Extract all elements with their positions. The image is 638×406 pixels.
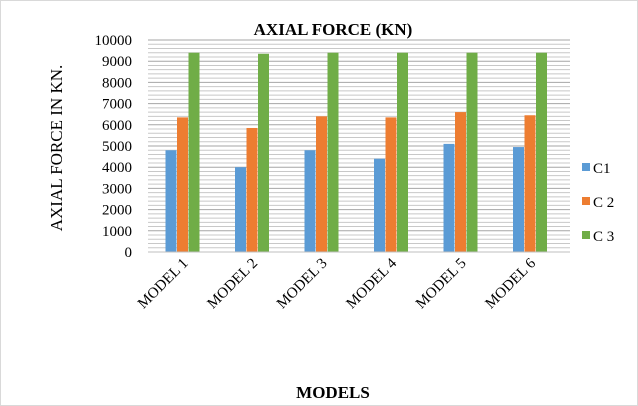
- bar: [235, 167, 246, 252]
- bar: [374, 158, 385, 252]
- bar: [513, 147, 524, 252]
- x-tick-label: MODEL 2: [204, 256, 261, 313]
- gridlines: [148, 39, 570, 253]
- legend-swatch: [582, 231, 590, 239]
- y-tick-label: 10000: [95, 33, 133, 49]
- bar: [177, 117, 188, 252]
- y-tick-label: 0: [125, 245, 133, 261]
- y-tick-label: 6000: [102, 118, 132, 134]
- legend-label: C1: [593, 161, 611, 177]
- y-tick-label: 5000: [102, 139, 132, 155]
- x-tick-label: MODEL 3: [274, 256, 331, 313]
- legend-label: C 2: [593, 195, 614, 211]
- x-axis-title: MODELS: [296, 383, 370, 402]
- bar: [466, 52, 478, 252]
- x-tick-labels: MODEL 1 MODEL 2 MODEL 3 MODEL 4 MODEL 5 MODEL…: [135, 255, 539, 312]
- bars: [165, 52, 547, 252]
- y-tick-label: 3000: [102, 181, 132, 197]
- bar: [385, 117, 397, 252]
- bar: [316, 116, 327, 252]
- x-tick-label: MODEL 6: [482, 255, 539, 312]
- y-tick-labels: 0 1000 2000 3000 4000 5000 6000 7000 8000 9000 100…: [95, 33, 133, 261]
- bar: [536, 52, 547, 252]
- bar: [258, 53, 269, 252]
- y-tick-label: 9000: [102, 54, 132, 70]
- legend-swatch: [582, 163, 590, 171]
- bar: [443, 143, 455, 252]
- bar: [188, 52, 200, 252]
- legend-swatch: [582, 197, 590, 205]
- bar: [304, 150, 316, 252]
- legend: C1 C 2 C 3: [582, 161, 614, 245]
- x-tick-label: MODEL 4: [343, 255, 400, 312]
- chart-title: AXIAL FORCE (KN): [254, 20, 413, 39]
- y-tick-label: 2000: [102, 203, 132, 219]
- bar: [246, 127, 258, 252]
- legend-label: C 3: [593, 229, 614, 245]
- y-axis-title: AXIAL FORCE IN KN.: [47, 65, 66, 232]
- y-tick-label: 4000: [102, 160, 132, 176]
- y-tick-label: 1000: [102, 224, 132, 240]
- bar: [455, 112, 466, 252]
- bar: [165, 150, 177, 252]
- bar: [327, 52, 339, 252]
- bar: [524, 115, 536, 252]
- y-tick-label: 7000: [102, 97, 132, 113]
- y-tick-label: 8000: [102, 75, 132, 91]
- bar: [397, 52, 408, 252]
- x-tick-label: MODEL 5: [413, 256, 470, 313]
- x-tick-label: MODEL 1: [135, 256, 192, 313]
